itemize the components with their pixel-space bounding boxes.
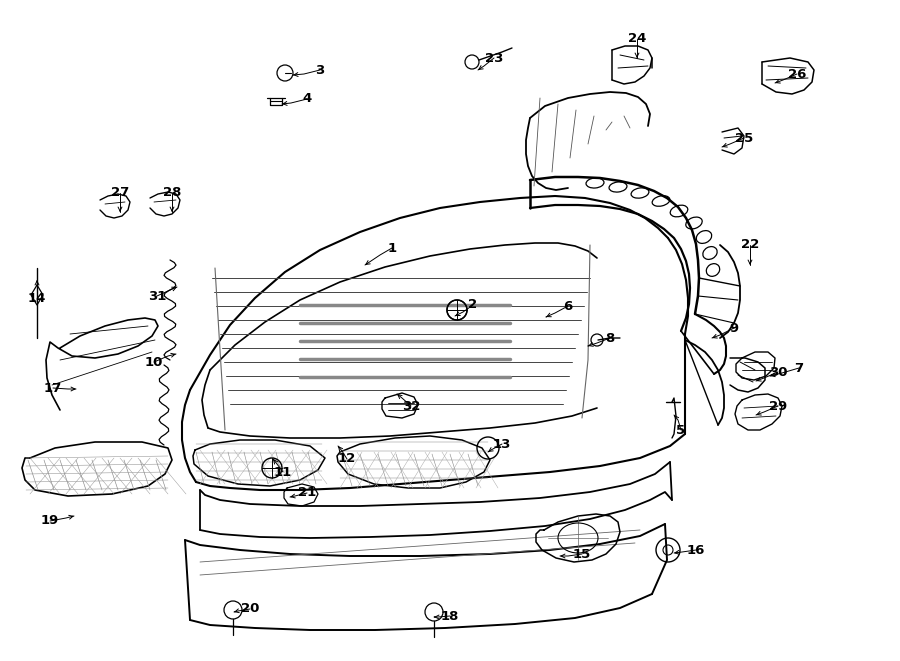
Text: 17: 17 xyxy=(44,381,62,395)
Text: 19: 19 xyxy=(40,514,59,527)
Text: 18: 18 xyxy=(441,609,459,623)
Text: 16: 16 xyxy=(687,543,706,557)
Text: 23: 23 xyxy=(485,52,503,65)
Text: 24: 24 xyxy=(628,32,646,46)
Text: 8: 8 xyxy=(606,332,615,344)
Text: 26: 26 xyxy=(788,67,806,81)
Text: 28: 28 xyxy=(163,186,181,200)
Text: 27: 27 xyxy=(111,186,129,200)
Text: 20: 20 xyxy=(241,602,259,615)
Text: 21: 21 xyxy=(298,486,316,500)
Text: 1: 1 xyxy=(387,241,397,254)
Text: 2: 2 xyxy=(468,299,478,311)
Text: 14: 14 xyxy=(28,292,46,305)
Text: 25: 25 xyxy=(735,132,753,145)
Text: 22: 22 xyxy=(741,239,759,251)
Text: 3: 3 xyxy=(315,63,325,77)
Text: 6: 6 xyxy=(563,299,572,313)
Text: 7: 7 xyxy=(795,362,804,375)
Text: 4: 4 xyxy=(302,93,311,106)
Text: 15: 15 xyxy=(573,547,591,561)
Text: 10: 10 xyxy=(145,356,163,368)
Text: 11: 11 xyxy=(274,465,292,479)
Text: 9: 9 xyxy=(729,321,739,334)
Text: 31: 31 xyxy=(148,290,166,303)
Text: 13: 13 xyxy=(493,438,511,451)
Text: 30: 30 xyxy=(769,366,788,379)
Text: 12: 12 xyxy=(338,453,356,465)
Text: 29: 29 xyxy=(769,399,788,412)
Text: 32: 32 xyxy=(401,399,420,412)
Text: 5: 5 xyxy=(677,424,686,436)
